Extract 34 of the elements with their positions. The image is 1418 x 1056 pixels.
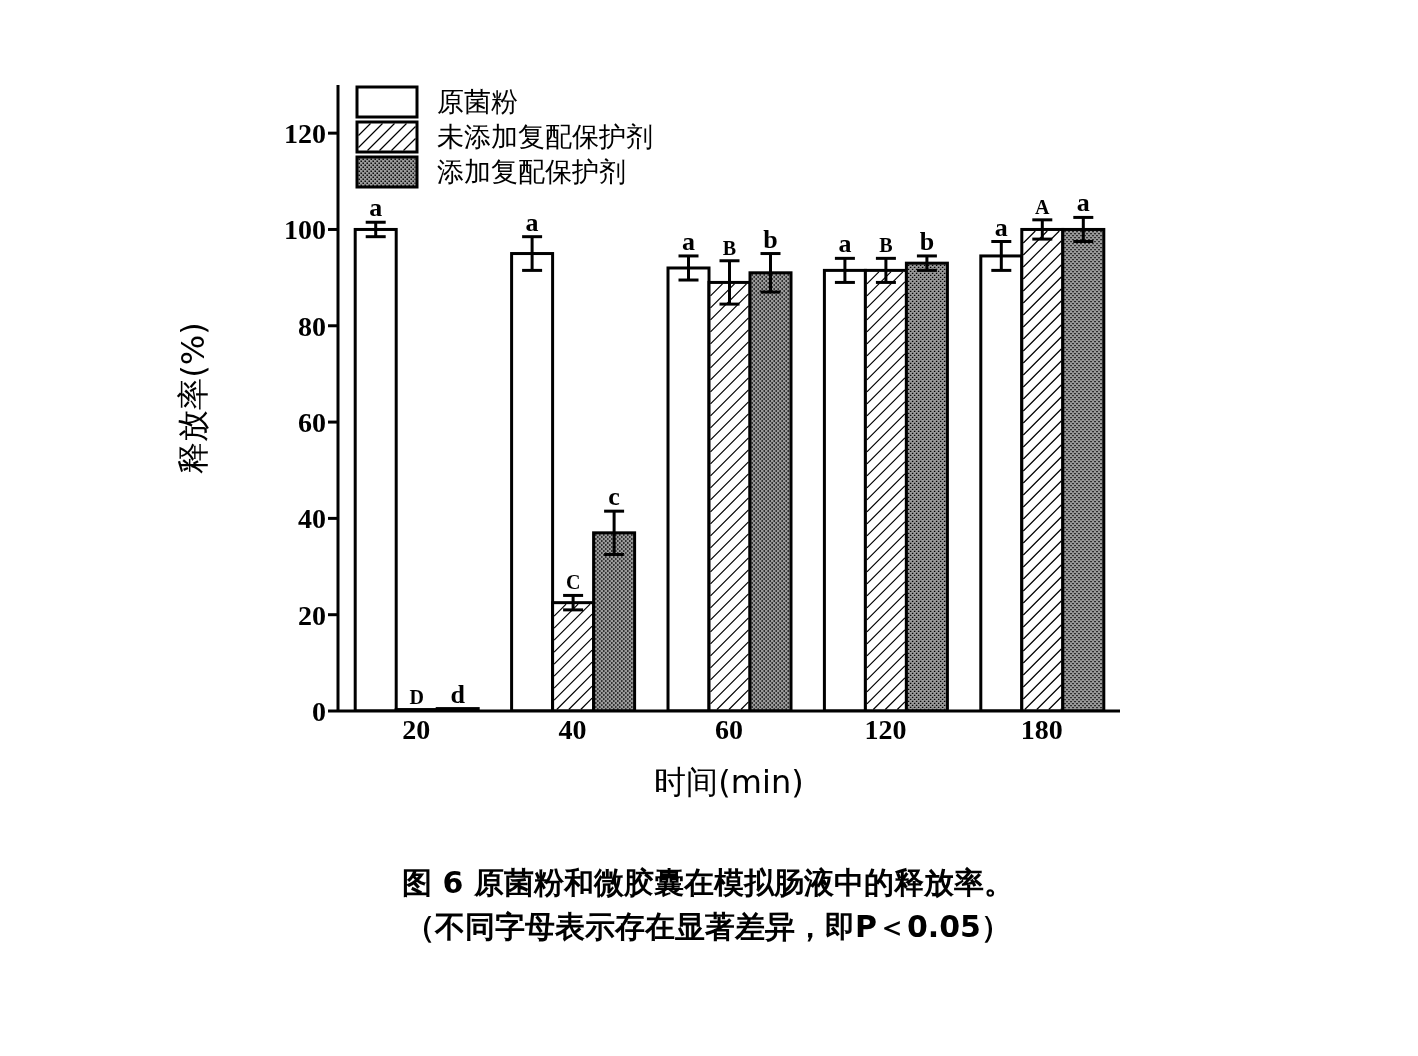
data-label: b <box>919 226 935 256</box>
data-label: a <box>525 207 539 237</box>
data-label: D <box>409 685 424 708</box>
data-label: A <box>1035 195 1051 218</box>
data-label: b <box>763 224 778 254</box>
data-label: B <box>879 234 893 257</box>
data-label: a <box>682 226 695 256</box>
text: （不同字母表示存在显著差异，即P＜0.05） <box>404 908 1012 946</box>
y-tick-label: 120 <box>284 118 326 150</box>
y-tick-label: 60 <box>298 407 326 439</box>
x-tick-label: 60 <box>715 713 743 745</box>
x-tick-label: 120 <box>864 713 907 745</box>
legend-label: 添加复配保护剂 <box>437 154 626 189</box>
legend-label: 未添加复配保护剂 <box>437 119 653 154</box>
y-tick-label: 20 <box>298 599 326 631</box>
data-label: d <box>450 679 466 709</box>
y-tick-label: 40 <box>298 503 326 535</box>
y-axis-title: 释放率(%) <box>174 322 213 474</box>
y-tick-label: 80 <box>298 310 326 342</box>
data-label: a <box>1076 188 1090 218</box>
data-label: a <box>838 229 852 259</box>
x-tick-label: 20 <box>402 713 431 745</box>
y-tick-label: 0 <box>312 695 326 727</box>
data-label: a <box>369 193 383 223</box>
caption: 图 6 原菌粉和微胶囊在模拟肠液中的释放率。 <box>401 864 1015 902</box>
x-tick-label: 40 <box>558 713 587 745</box>
data-label: a <box>994 212 1008 242</box>
x-axis-title: 时间(min) <box>654 763 804 801</box>
x-tick-label: 180 <box>1020 713 1063 745</box>
data-label: c <box>608 482 620 512</box>
data-label: B <box>722 236 737 259</box>
data-label: C <box>565 571 581 594</box>
legend-label: 原菌粉 <box>437 84 518 119</box>
y-tick-label: 100 <box>284 214 326 246</box>
